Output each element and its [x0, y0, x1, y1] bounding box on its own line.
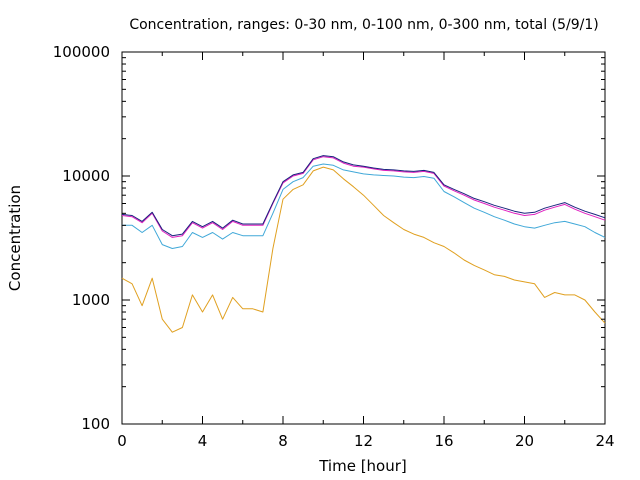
chart-title: Concentration, ranges: 0-30 nm, 0-100 nm…: [129, 17, 598, 33]
y-tick-label: 1000: [72, 291, 110, 309]
y-tick-label: 100: [81, 415, 110, 433]
x-tick-label: 4: [198, 432, 208, 450]
y-tick-label: 10000: [62, 167, 110, 185]
x-axis-label: Time [hour]: [318, 457, 407, 475]
x-tick-label: 8: [278, 432, 288, 450]
y-tick-label: 100000: [53, 43, 110, 61]
x-tick-label: 12: [354, 432, 373, 450]
series-line-1: [121, 166, 606, 333]
y-axis-label: Concentration: [6, 185, 24, 291]
plot-frame: [121, 51, 606, 425]
series-line-4: [121, 155, 606, 237]
x-tick-label: 24: [595, 432, 614, 450]
tick-layer: 0 4 8 12 16 20 24 100 1000 10000 100000: [53, 43, 615, 450]
series-line-3: [121, 156, 606, 238]
series-layer: [121, 155, 606, 333]
x-tick-label: 16: [434, 432, 453, 450]
x-tick-label: 0: [117, 432, 127, 450]
x-tick-label: 20: [515, 432, 534, 450]
series-line-2: [122, 163, 606, 249]
